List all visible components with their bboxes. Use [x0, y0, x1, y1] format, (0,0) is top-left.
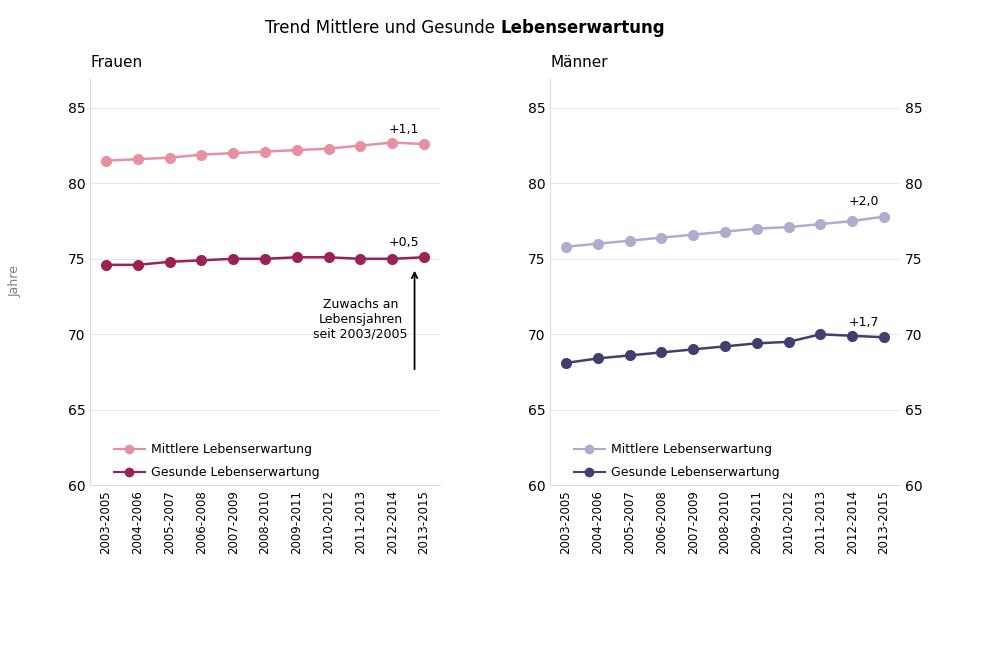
Text: Männer: Männer	[550, 55, 608, 70]
Text: +2,0: +2,0	[849, 195, 879, 208]
Text: Frauen: Frauen	[90, 55, 142, 70]
Legend: Mittlere Lebenserwartung, Gesunde Lebenserwartung: Mittlere Lebenserwartung, Gesunde Lebens…	[574, 443, 780, 479]
Text: Lebenserwartung: Lebenserwartung	[500, 19, 665, 38]
Text: Trend Mittlere und Gesunde: Trend Mittlere und Gesunde	[265, 19, 500, 38]
Text: +1,1: +1,1	[389, 123, 419, 136]
Text: +0,5: +0,5	[389, 236, 419, 249]
Text: Jahre: Jahre	[8, 265, 22, 298]
Text: +1,7: +1,7	[849, 316, 879, 329]
Text: Zuwachs an
Lebensjahren
seit 2003/2005: Zuwachs an Lebensjahren seit 2003/2005	[313, 298, 408, 341]
Legend: Mittlere Lebenserwartung, Gesunde Lebenserwartung: Mittlere Lebenserwartung, Gesunde Lebens…	[114, 443, 320, 479]
